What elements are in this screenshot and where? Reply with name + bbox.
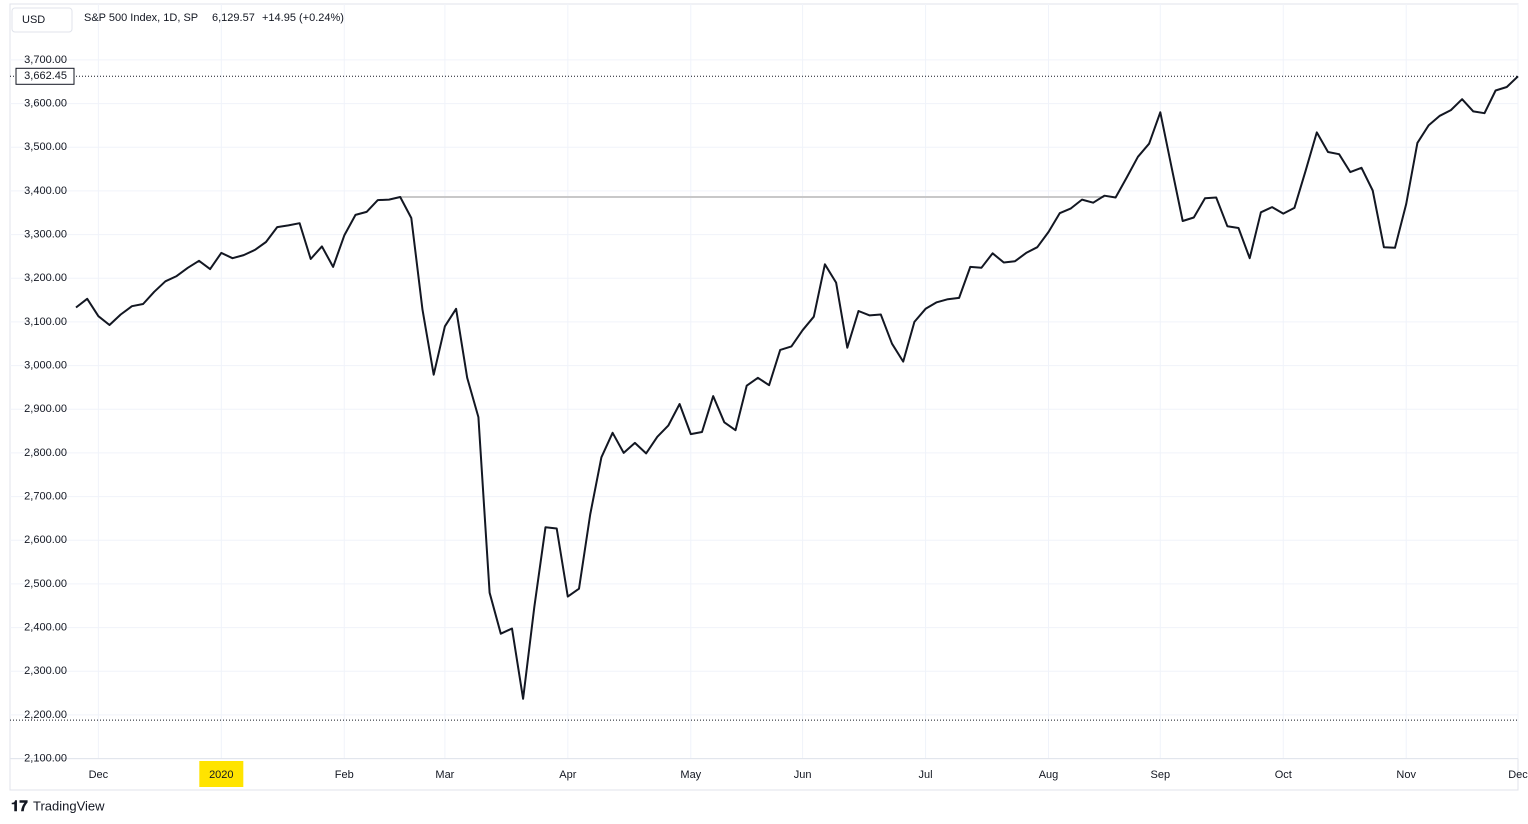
y-tick-label: 2,700.00 [24,490,67,502]
y-tick-label: 3,300.00 [24,228,67,240]
x-tick-label: Nov [1396,769,1416,781]
grid [10,4,1519,760]
x-tick-label: Aug [1039,769,1059,781]
y-tick-label: 2,600.00 [24,534,67,546]
x-tick-label: Dec [89,769,109,781]
price-line [75,75,1519,700]
x-tick-label: Oct [1275,769,1292,781]
currency: USD [22,14,45,26]
y-tick-label: 2,300.00 [24,665,67,677]
y-tick-label: 2,500.00 [24,578,67,590]
y-tick-label: 2,800.00 [24,447,67,459]
chart-frame [9,3,1519,791]
x-tick-label: Jun [794,769,812,781]
x-tick-label: Sep [1151,769,1171,781]
y-tick-label: 3,100.00 [24,316,67,328]
y-tick-label: 2,200.00 [24,709,67,721]
y-tick-label: 2,900.00 [24,403,67,415]
price-change: +14.95 (+0.24%) [262,12,344,24]
x-label-highlight [199,761,244,787]
x-tick-label: 2020 [209,769,233,781]
y-tick-label: 3,200.00 [24,272,67,284]
x-tick-label: Feb [335,769,354,781]
x-tick-label: Mar [435,769,454,781]
y-tick-label: 3,000.00 [24,359,67,371]
y-tick-label: 2,400.00 [24,621,67,633]
chart-title: S&P 500 Index, 1D, SP [84,12,198,24]
currency-box[interactable] [11,7,73,33]
labels: 2,100.00 2,200.00 2,300.00 2,400.00 2,500.00… [15,54,1528,787]
y-tick-label: 3,400.00 [24,185,67,197]
x-tick-label: Apr [559,769,576,781]
last-price-tag [15,67,75,85]
last-price: 6,129.57 [212,12,255,24]
x-tick-label: Dec [1508,769,1528,781]
y-tick-label: 3,700.00 [24,54,67,66]
y-tick-label: 3,600.00 [24,97,67,109]
x-tick-label: May [680,769,701,781]
y-tick-label: 3,500.00 [24,141,67,153]
marks [10,75,1519,721]
last-price-label: 3,662.45 [24,70,67,82]
y-tick-label: 2,100.00 [24,753,67,765]
logo-mark: 𝟏𝟕 [11,798,28,815]
x-tick-label: Jul [919,769,933,781]
brand[interactable]: TradingView [33,798,105,813]
